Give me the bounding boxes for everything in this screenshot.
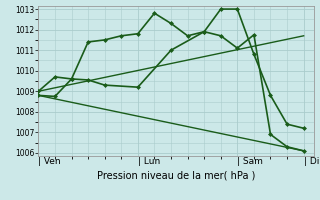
X-axis label: Pression niveau de la mer( hPa ): Pression niveau de la mer( hPa ) (97, 171, 255, 181)
